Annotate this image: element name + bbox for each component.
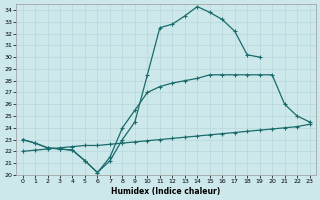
X-axis label: Humidex (Indice chaleur): Humidex (Indice chaleur) xyxy=(111,187,221,196)
